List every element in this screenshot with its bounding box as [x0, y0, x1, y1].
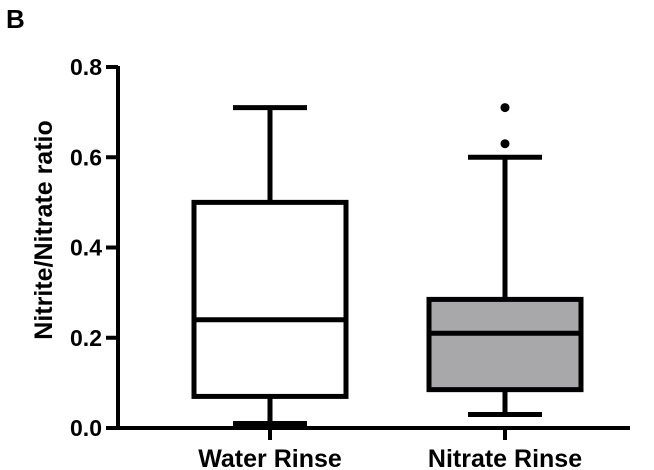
x-tick-label: Nitrate Rinse: [428, 445, 582, 470]
iqr-box: [426, 296, 584, 393]
x-tick-label: Water Rinse: [198, 445, 342, 470]
y-tick-label: 0.0: [70, 415, 102, 441]
outlier-point: [500, 103, 510, 113]
box-plot-series: [191, 103, 584, 426]
axes: 0.0 0.2 0.4 0.6 0.8 Water Rinse Nitrate Rinse: [70, 54, 630, 470]
outlier-point: [500, 139, 510, 149]
y-axis-label: Nitrite/Nitrate ratio: [30, 120, 58, 339]
y-tick-label: 0.6: [70, 144, 102, 170]
y-tick-label: 0.2: [70, 325, 102, 351]
y-tick-label: 0.8: [70, 54, 102, 80]
y-tick-label: 0.4: [70, 235, 102, 261]
panel-label: B: [6, 4, 25, 34]
iqr-box: [191, 199, 349, 399]
